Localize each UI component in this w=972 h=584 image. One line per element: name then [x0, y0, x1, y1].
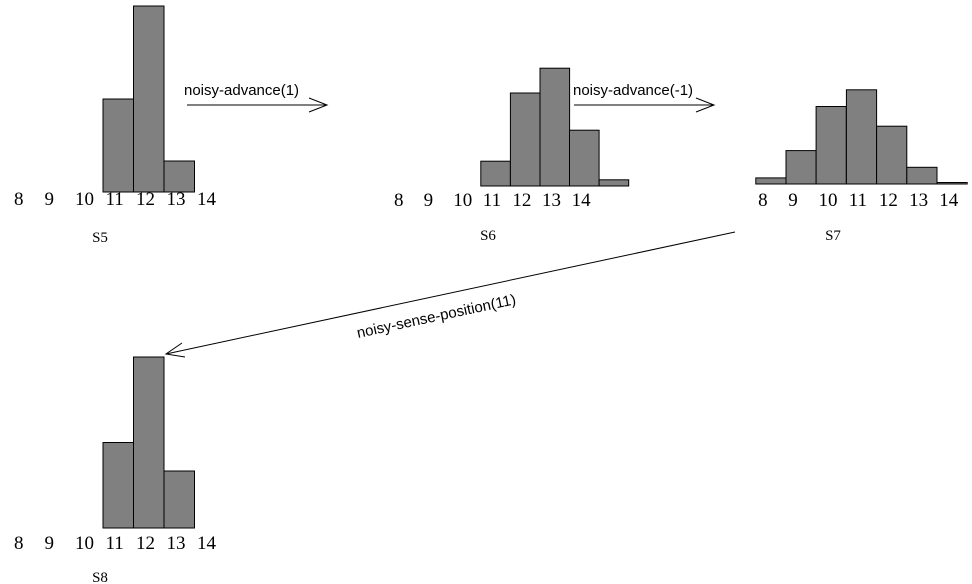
tick-label-s7: 11 — [849, 190, 867, 211]
tick-label-s7: 14 — [939, 190, 959, 211]
arrow-s5-to-s6: noisy-advance(1) — [184, 82, 329, 113]
histogram-s6: 8 9 10 11 12 13 14 S6 — [394, 67, 630, 244]
tick-label-s8: 8 — [14, 533, 24, 554]
bar-s8-2 — [163, 470, 195, 529]
tick-label-s5: 14 — [197, 189, 217, 210]
tick-label-s7: 9 — [788, 190, 798, 211]
histogram-s5: 8 9 10 11 12 13 14 S5 — [14, 5, 217, 246]
arrow-s6-to-s7: noisy-advance(-1) — [573, 82, 716, 113]
bar-s7-6 — [936, 182, 968, 185]
tick-label-s8: 14 — [197, 533, 217, 554]
histogram-s7: 8 9 10 11 12 13 14 S7 — [755, 89, 968, 244]
panel-caption-s7: S7 — [825, 228, 841, 244]
tick-label-s5: 8 — [14, 189, 24, 210]
bar-s7-3 — [845, 89, 878, 185]
bar-s6-3 — [569, 129, 600, 187]
arrow-label-s5-to-s6: noisy-advance(1) — [184, 82, 299, 99]
arrow-label-s7-to-s8: noisy-sense-position(11) — [355, 291, 517, 342]
tick-label-s5: 10 — [75, 189, 94, 210]
tick-label-s8: 11 — [106, 533, 124, 554]
tick-label-s6: 11 — [483, 190, 501, 211]
tick-label-s6: 8 — [394, 190, 404, 211]
tick-label-s7: 13 — [909, 190, 928, 211]
tick-label-s5: 9 — [45, 189, 55, 210]
bar-s7-4 — [876, 125, 908, 185]
tick-label-s6: 10 — [453, 190, 472, 211]
tick-label-s5: 12 — [136, 189, 155, 210]
tick-label-s7: 8 — [758, 190, 768, 211]
bar-s6-1 — [509, 92, 541, 187]
tick-label-s6: 9 — [424, 190, 434, 211]
bar-s5-0 — [102, 98, 134, 193]
bar-s6-4 — [598, 179, 630, 187]
tick-label-s5: 11 — [106, 189, 124, 210]
panel-caption-s5: S5 — [92, 230, 108, 246]
bar-s7-5 — [906, 166, 938, 185]
arrow-s7-to-s8: noisy-sense-position(11) — [164, 231, 736, 358]
histogram-s8: 8 9 10 11 12 13 14 S8 — [14, 356, 217, 584]
tick-label-s8: 13 — [167, 533, 186, 554]
tick-label-s8: 10 — [75, 533, 94, 554]
tick-label-s6: 13 — [542, 190, 561, 211]
tick-label-s7: 12 — [879, 190, 898, 211]
bar-s6-2 — [539, 67, 571, 187]
bar-s5-1 — [133, 5, 165, 193]
tick-label-s8: 12 — [136, 533, 155, 554]
tick-label-s5: 13 — [167, 189, 186, 210]
bar-s7-1 — [785, 150, 817, 185]
bar-s5-2 — [163, 160, 195, 193]
bar-s7-0 — [755, 177, 787, 185]
panel-caption-s8: S8 — [92, 570, 108, 584]
bar-s6-0 — [480, 160, 511, 187]
arrow-label-s6-to-s7: noisy-advance(-1) — [573, 82, 693, 99]
bar-s8-0 — [102, 442, 134, 529]
tick-label-s6: 12 — [512, 190, 531, 211]
tick-label-s6: 14 — [572, 190, 592, 211]
bar-s8-1 — [133, 356, 165, 529]
tick-label-s7: 10 — [819, 190, 838, 211]
tick-label-s8: 9 — [45, 533, 55, 554]
panel-caption-s6: S6 — [480, 228, 496, 244]
bar-s7-2 — [815, 106, 847, 185]
